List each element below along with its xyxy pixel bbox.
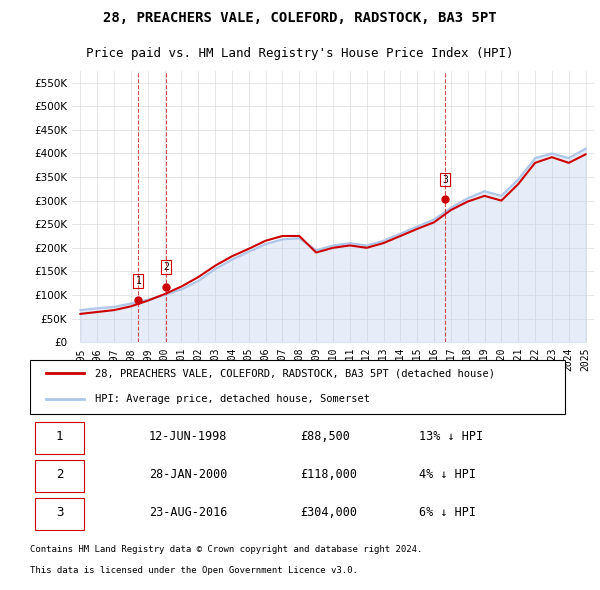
Text: This data is licensed under the Open Government Licence v3.0.: This data is licensed under the Open Gov… bbox=[30, 566, 358, 575]
Text: 28, PREACHERS VALE, COLEFORD, RADSTOCK, BA3 5PT: 28, PREACHERS VALE, COLEFORD, RADSTOCK, … bbox=[103, 11, 497, 25]
Text: 3: 3 bbox=[56, 506, 64, 519]
Text: 2: 2 bbox=[163, 263, 169, 273]
Text: Price paid vs. HM Land Registry's House Price Index (HPI): Price paid vs. HM Land Registry's House … bbox=[86, 47, 514, 60]
Text: 23-AUG-2016: 23-AUG-2016 bbox=[149, 506, 227, 519]
Text: 6% ↓ HPI: 6% ↓ HPI bbox=[419, 506, 476, 519]
Text: 28, PREACHERS VALE, COLEFORD, RADSTOCK, BA3 5PT (detached house): 28, PREACHERS VALE, COLEFORD, RADSTOCK, … bbox=[95, 369, 495, 378]
Text: £304,000: £304,000 bbox=[300, 506, 357, 519]
Text: Contains HM Land Registry data © Crown copyright and database right 2024.: Contains HM Land Registry data © Crown c… bbox=[30, 545, 422, 554]
Text: 4% ↓ HPI: 4% ↓ HPI bbox=[419, 468, 476, 481]
Text: 3: 3 bbox=[442, 175, 448, 185]
FancyBboxPatch shape bbox=[30, 360, 565, 414]
FancyBboxPatch shape bbox=[35, 460, 84, 492]
FancyBboxPatch shape bbox=[35, 422, 84, 454]
Text: HPI: Average price, detached house, Somerset: HPI: Average price, detached house, Some… bbox=[95, 395, 370, 404]
Text: 1: 1 bbox=[136, 276, 141, 286]
Text: 12-JUN-1998: 12-JUN-1998 bbox=[149, 430, 227, 443]
Text: 1: 1 bbox=[56, 430, 64, 443]
Text: 13% ↓ HPI: 13% ↓ HPI bbox=[419, 430, 483, 443]
Text: £118,000: £118,000 bbox=[300, 468, 357, 481]
Text: £88,500: £88,500 bbox=[300, 430, 350, 443]
FancyBboxPatch shape bbox=[35, 498, 84, 530]
Text: 2: 2 bbox=[56, 468, 64, 481]
Text: 28-JAN-2000: 28-JAN-2000 bbox=[149, 468, 227, 481]
